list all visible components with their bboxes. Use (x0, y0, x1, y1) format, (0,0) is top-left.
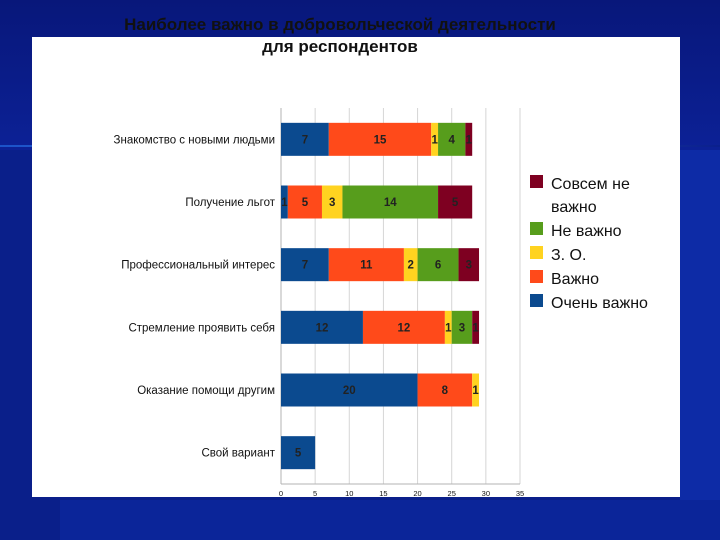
legend-swatch-4 (530, 294, 543, 307)
x-tick-label-1: 5 (313, 489, 317, 498)
background-right (680, 150, 720, 540)
bar-3-4 (472, 310, 480, 344)
bar-label-3-4: 1 (472, 322, 479, 334)
bar-label-3-0: 12 (316, 322, 329, 334)
bar-3-0 (281, 310, 363, 344)
bar-1-0 (281, 185, 288, 219)
x-tick-label-6: 30 (482, 489, 490, 498)
bar-label-4-0: 20 (343, 385, 356, 397)
x-tick-label-7: 35 (516, 489, 524, 498)
legend-label-0: Совсем не (551, 176, 630, 193)
bar-1-1 (287, 185, 322, 219)
legend-swatch-1 (530, 222, 543, 235)
bar-label-3-1: 12 (398, 322, 411, 334)
bar-label-1-0: 1 (281, 197, 288, 209)
bar-label-2-2: 2 (408, 260, 414, 272)
bar-2-0 (281, 248, 329, 282)
bar-2-2 (403, 248, 418, 282)
category-label-0: Знакомство с новыми людьми (114, 134, 275, 146)
bar-2-4 (458, 248, 480, 282)
bar-label-0-4: 1 (466, 134, 473, 146)
bar-label-0-1: 15 (374, 134, 387, 146)
bar-4-0 (281, 373, 418, 407)
bar-label-2-3: 6 (435, 260, 441, 272)
bar-0-0 (281, 122, 329, 156)
bar-0-3 (438, 122, 466, 156)
plot-area (281, 108, 520, 484)
category-label-1: Получение льгот (185, 197, 275, 209)
bar-label-0-0: 7 (302, 134, 308, 146)
bar-2-1 (328, 248, 404, 282)
legend-label-0-line-1: важно (551, 199, 597, 216)
legend-swatch-2 (530, 246, 543, 259)
bar-label-2-4: 3 (466, 260, 472, 272)
background-bottom (60, 500, 720, 540)
chart-title: Наиболее важно в добровольческой деятель… (0, 14, 680, 58)
bar-label-5-0: 5 (295, 448, 302, 460)
x-tick-label-0: 0 (279, 489, 283, 498)
bar-label-0-3: 4 (449, 134, 456, 146)
bar-label-4-1: 8 (442, 385, 449, 397)
bar-0-2 (431, 122, 439, 156)
bar-2-3 (417, 248, 459, 282)
legend-label-3: Важно (551, 271, 599, 288)
legend-label-2: З. О. (551, 247, 586, 264)
x-tick-label-5: 25 (448, 489, 456, 498)
bar-1-3 (342, 185, 439, 219)
category-label-3: Стремление проявить себя (128, 322, 275, 334)
category-label-5: Свой вариант (201, 448, 275, 460)
bar-label-1-4: 5 (452, 197, 459, 209)
bar-3-3 (451, 310, 473, 344)
bar-3-1 (362, 310, 445, 344)
bar-4-2 (472, 373, 480, 407)
bar-1-4 (438, 185, 473, 219)
legend-swatch-0 (530, 175, 543, 188)
bar-5-0 (281, 436, 316, 470)
bar-label-2-1: 11 (360, 260, 373, 272)
legend-label-1: Не важно (551, 223, 622, 240)
category-label-2: Профессиональный интерес (121, 260, 275, 272)
bar-label-3-2: 1 (445, 322, 452, 334)
bar-3-2 (444, 310, 452, 344)
bar-label-1-3: 14 (384, 197, 397, 209)
bar-label-3-3: 3 (459, 322, 465, 334)
bar-label-2-0: 7 (302, 260, 308, 272)
bar-label-1-2: 3 (329, 197, 335, 209)
category-label-4: Оказание помощи другим (137, 385, 275, 397)
bar-label-4-2: 1 (472, 385, 479, 397)
bar-0-4 (465, 122, 473, 156)
legend-label-4: Очень важно (551, 295, 648, 312)
bar-1-2 (321, 185, 343, 219)
chart-title-line-1: Наиболее важно в добровольческой деятель… (124, 15, 556, 34)
x-tick-label-3: 15 (379, 489, 387, 498)
bar-4-1 (417, 373, 473, 407)
chart-title-line-2: для респондентов (262, 37, 418, 56)
bar-label-1-1: 5 (302, 197, 309, 209)
x-tick-label-2: 10 (345, 489, 353, 498)
x-tick-label-4: 20 (413, 489, 421, 498)
legend-swatch-3 (530, 270, 543, 283)
bar-0-1 (328, 122, 432, 156)
bar-label-0-2: 1 (431, 134, 438, 146)
